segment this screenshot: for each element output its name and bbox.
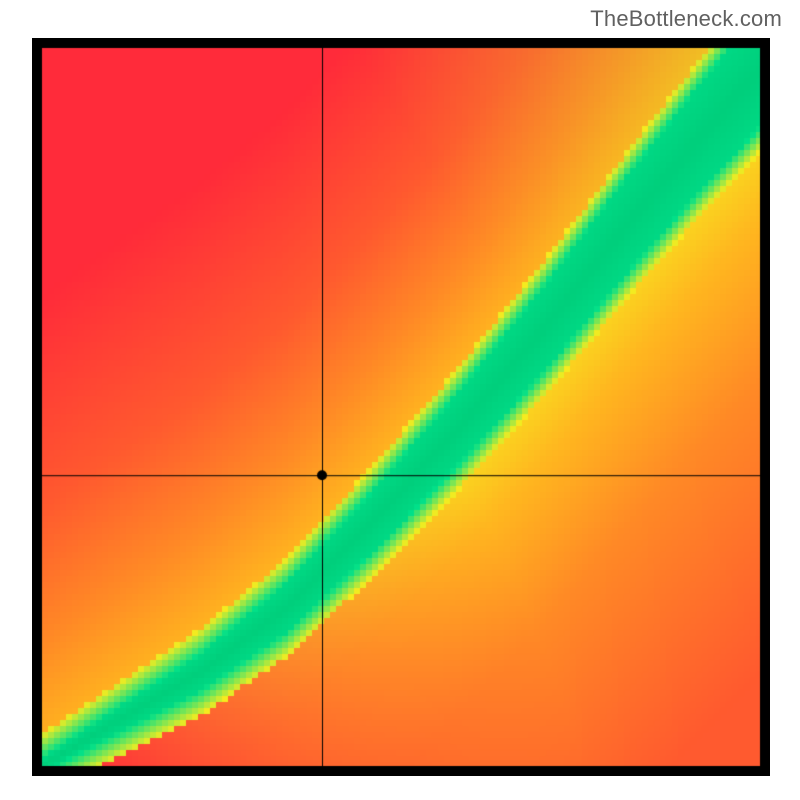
chart-container: TheBottleneck.com xyxy=(0,0,800,800)
heatmap-canvas xyxy=(32,38,770,776)
plot-outer-frame xyxy=(32,38,770,776)
watermark-text: TheBottleneck.com xyxy=(590,6,782,32)
